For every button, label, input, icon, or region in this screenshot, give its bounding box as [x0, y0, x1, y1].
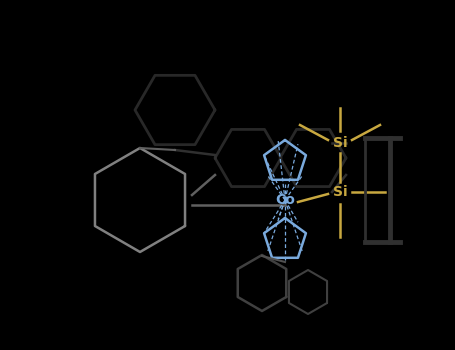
Text: Si: Si	[333, 136, 347, 150]
Text: Si: Si	[333, 185, 347, 199]
Text: Co: Co	[275, 193, 295, 207]
